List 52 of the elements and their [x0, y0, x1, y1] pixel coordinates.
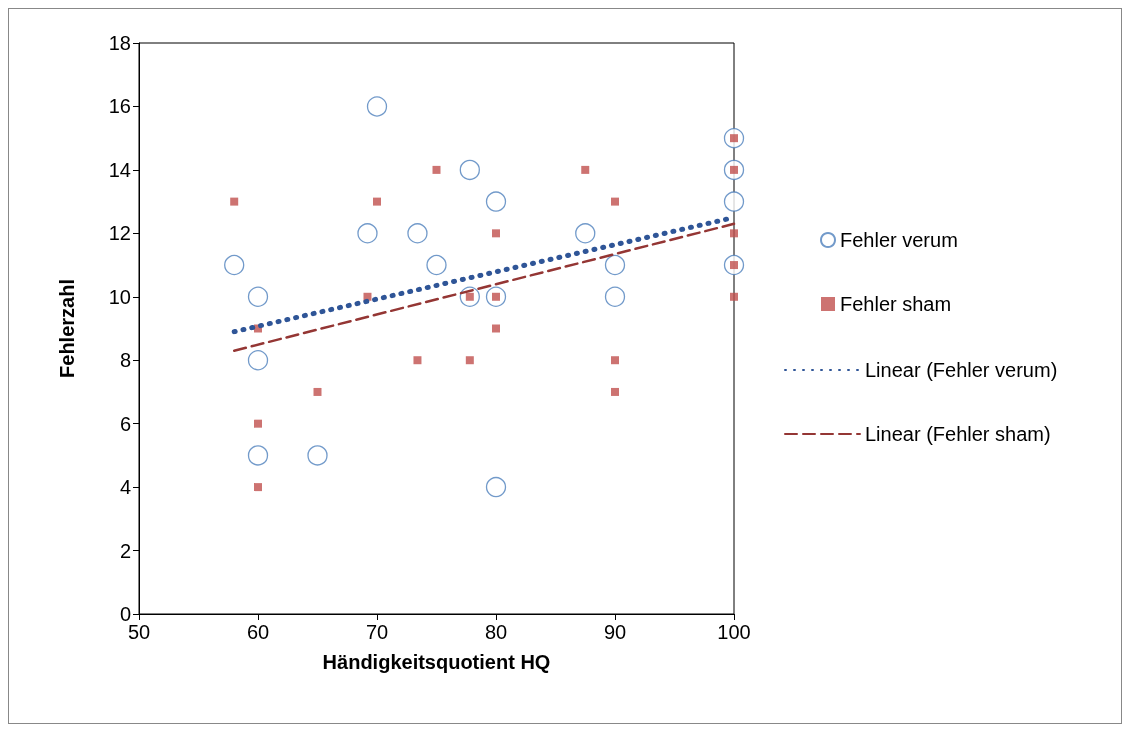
y-tick-label: 14 — [108, 158, 131, 181]
point — [485, 476, 507, 498]
y-axis-title: Fehlerzahl — [56, 279, 78, 378]
point — [485, 191, 507, 212]
y-tick-label: 2 — [119, 539, 131, 562]
point — [730, 292, 738, 301]
point — [604, 286, 626, 307]
y-tick-label: 18 — [108, 32, 131, 54]
x-tick-label: 80 — [484, 621, 508, 643]
y-tick-label: 10 — [108, 285, 131, 308]
point — [307, 445, 328, 466]
y-tick-label: 4 — [119, 476, 131, 499]
point — [465, 356, 474, 365]
point — [407, 223, 428, 244]
y-tick-label: 6 — [119, 412, 131, 435]
point — [575, 223, 596, 244]
point — [313, 387, 322, 396]
x-tick-label: 60 — [246, 621, 270, 643]
x-tick-label: 90 — [603, 621, 627, 643]
x-tick-label: 100 — [717, 621, 751, 643]
point — [459, 159, 480, 181]
x-tick-label: 70 — [365, 621, 389, 643]
legend-label: Linear (Fehler sham) — [865, 423, 1051, 445]
point — [366, 96, 388, 117]
point — [357, 223, 378, 244]
point — [247, 445, 269, 466]
y-tick-label: 16 — [108, 95, 131, 118]
point — [611, 387, 619, 396]
point — [492, 324, 500, 333]
point — [432, 165, 441, 174]
point — [611, 197, 619, 206]
point — [254, 483, 262, 492]
point — [492, 229, 500, 238]
point — [247, 286, 269, 307]
legend-label: Linear (Fehler verum) — [865, 359, 1058, 381]
point — [581, 165, 590, 174]
point — [723, 191, 745, 212]
point — [247, 350, 269, 371]
x-axis-title: Händigkeitsquotient HQ — [322, 651, 551, 673]
point — [254, 419, 262, 428]
point — [604, 254, 626, 276]
legend-label: Fehler verum — [840, 229, 958, 251]
point — [373, 197, 381, 206]
point — [413, 356, 422, 365]
point — [426, 254, 447, 276]
point — [230, 197, 239, 206]
y-tick-label: 12 — [108, 222, 131, 245]
point — [611, 356, 619, 365]
point — [224, 254, 245, 276]
legend-label: Fehler sham — [840, 293, 952, 315]
point — [730, 229, 738, 238]
y-tick-label: 8 — [119, 349, 131, 372]
